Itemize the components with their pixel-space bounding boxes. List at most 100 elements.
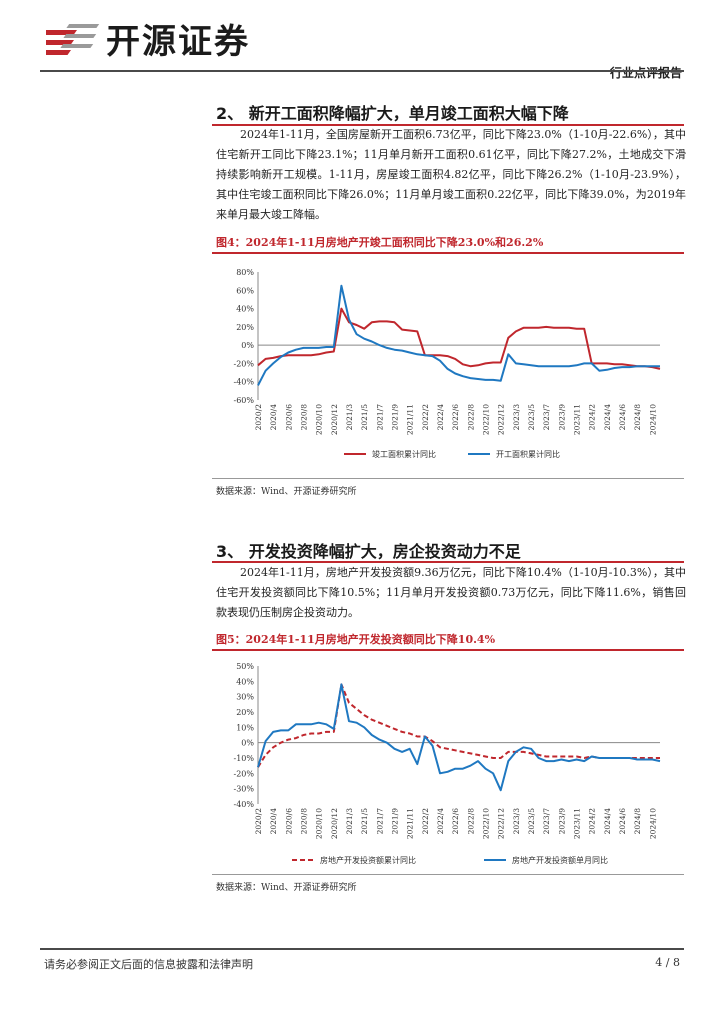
x-tick-label: 2021/9 bbox=[391, 808, 400, 835]
figure-bottom-rule-4 bbox=[212, 478, 684, 479]
x-tick-label: 2023/5 bbox=[527, 404, 536, 431]
x-tick-label: 2024/10 bbox=[648, 404, 657, 435]
series-line-1 bbox=[257, 683, 660, 768]
x-tick-label: 2021/3 bbox=[345, 404, 354, 431]
y-tick-label: 10% bbox=[236, 723, 254, 732]
y-tick-label: 20% bbox=[236, 708, 254, 717]
header-divider bbox=[40, 70, 684, 72]
paragraph-text: 2024年1-11月，全国房屋新开工面积6.73亿平，同比下降23.0%（1-1… bbox=[216, 128, 686, 221]
y-tick-label: 80% bbox=[236, 268, 254, 277]
x-tick-label: 2022/8 bbox=[466, 808, 475, 835]
x-tick-label: 2023/5 bbox=[527, 808, 536, 835]
y-tick-label: 40% bbox=[236, 305, 254, 314]
x-tick-label: 2020/6 bbox=[284, 404, 293, 431]
legend-label-1: 房地产开发投资额累计同比 bbox=[320, 855, 416, 865]
x-tick-label: 2020/2 bbox=[254, 808, 263, 835]
y-tick-label: -20% bbox=[234, 769, 255, 778]
figure-title-5: 图5：2024年1-11月房地产开发投资额同比下降10.4% bbox=[216, 633, 496, 646]
y-tick-label: -60% bbox=[234, 396, 255, 405]
x-tick-label: 2022/2 bbox=[421, 808, 430, 835]
figure-bottom-rule-5 bbox=[212, 874, 684, 875]
x-tick-label: 2024/6 bbox=[618, 808, 627, 835]
figure-top-rule-5 bbox=[212, 649, 684, 651]
x-tick-label: 2023/11 bbox=[573, 808, 582, 839]
legend-label-1: 竣工面积累计同比 bbox=[372, 449, 436, 459]
paragraph-text: 2024年1-11月，房地产开发投资额9.36万亿元，同比下降10.4%（1-1… bbox=[216, 566, 686, 619]
brand-name: 开源证券 bbox=[106, 22, 250, 62]
x-tick-label: 2022/10 bbox=[482, 404, 491, 435]
x-tick-label: 2022/2 bbox=[421, 404, 430, 431]
figure-source-5: 数据来源：Wind、开源证券研究所 bbox=[216, 883, 357, 893]
x-tick-label: 2022/10 bbox=[482, 808, 491, 839]
section-title-2: 2、 新开工面积降幅扩大，单月竣工面积大幅下降 bbox=[216, 104, 569, 123]
y-tick-label: 30% bbox=[236, 693, 254, 702]
series-line-1 bbox=[257, 307, 661, 370]
section-divider-2 bbox=[212, 124, 684, 126]
x-tick-label: 2021/9 bbox=[391, 404, 400, 431]
y-tick-label: -20% bbox=[234, 359, 255, 368]
x-tick-label: 2024/8 bbox=[633, 808, 642, 835]
legend-label-2: 房地产开发投资额单月同比 bbox=[512, 855, 608, 865]
figure-title-4: 图4：2024年1-11月房地产开竣工面积同比下降23.0%和26.2% bbox=[216, 236, 544, 249]
x-tick-label: 2023/3 bbox=[512, 404, 521, 431]
x-tick-label: 2021/11 bbox=[406, 404, 415, 435]
series-line-2 bbox=[257, 683, 661, 792]
x-tick-label: 2020/8 bbox=[300, 808, 309, 835]
figure-source-4: 数据来源：Wind、开源证券研究所 bbox=[216, 487, 357, 497]
x-tick-label: 2024/2 bbox=[588, 404, 597, 431]
footer-disclaimer: 请务必参阅正文后面的信息披露和法律声明 bbox=[44, 958, 253, 971]
x-tick-label: 2023/9 bbox=[557, 808, 566, 835]
y-tick-label: 0% bbox=[241, 739, 254, 748]
x-tick-label: 2021/7 bbox=[375, 404, 384, 431]
x-tick-label: 2024/6 bbox=[618, 404, 627, 431]
x-tick-label: 2023/7 bbox=[542, 808, 551, 835]
y-tick-label: -10% bbox=[234, 754, 255, 763]
x-tick-label: 2022/6 bbox=[451, 808, 460, 835]
x-tick-label: 2024/8 bbox=[633, 404, 642, 431]
footer-divider bbox=[40, 948, 684, 950]
page-number: 4 / 8 bbox=[655, 956, 680, 969]
x-tick-label: 2022/8 bbox=[466, 404, 475, 431]
y-tick-label: -40% bbox=[234, 800, 255, 809]
x-tick-label: 2020/12 bbox=[330, 404, 339, 435]
x-tick-label: 2020/2 bbox=[254, 404, 263, 431]
x-tick-label: 2022/12 bbox=[497, 808, 506, 839]
y-tick-label: 40% bbox=[236, 677, 254, 686]
x-tick-label: 2020/4 bbox=[269, 404, 278, 431]
section-paragraph-3: 2024年1-11月，房地产开发投资额9.36万亿元，同比下降10.4%（1-1… bbox=[216, 563, 686, 623]
y-tick-label: 60% bbox=[236, 286, 254, 295]
figure-top-rule-4 bbox=[212, 252, 684, 254]
x-tick-label: 2022/4 bbox=[436, 808, 445, 835]
y-tick-label: 20% bbox=[236, 323, 254, 332]
section-paragraph-2: 2024年1-11月，全国房屋新开工面积6.73亿平，同比下降23.0%（1-1… bbox=[216, 125, 686, 225]
chart-investment: 50% 40% 30% 20% 10% 0% -10% -20% -30% -40%2020/2 2… bbox=[234, 662, 661, 865]
x-tick-label: 2023/11 bbox=[573, 404, 582, 435]
legend-label-2: 开工面积累计同比 bbox=[496, 449, 560, 459]
x-tick-label: 2023/9 bbox=[557, 404, 566, 431]
x-tick-label: 2021/5 bbox=[360, 404, 369, 431]
chart-completion-start-area: 80% 60% 40% 20% 0% -20% -40% -60%2020/2 2020/4 20… bbox=[234, 268, 661, 459]
section-divider-3 bbox=[212, 561, 684, 563]
section-title-3: 3、 开发投资降幅扩大，房企投资动力不足 bbox=[216, 542, 521, 561]
x-tick-label: 2020/8 bbox=[300, 404, 309, 431]
x-tick-label: 2020/6 bbox=[284, 808, 293, 835]
x-tick-label: 2020/4 bbox=[269, 808, 278, 835]
x-tick-label: 2024/10 bbox=[648, 808, 657, 839]
y-tick-label: -30% bbox=[234, 785, 255, 794]
x-tick-label: 2023/7 bbox=[542, 404, 551, 431]
report-type-label: 行业点评报告 bbox=[609, 66, 682, 80]
x-tick-label: 2023/3 bbox=[512, 808, 521, 835]
x-tick-label: 2021/5 bbox=[360, 808, 369, 835]
x-tick-label: 2022/12 bbox=[497, 404, 506, 435]
x-tick-label: 2021/7 bbox=[375, 808, 384, 835]
brand-logo-icon bbox=[46, 24, 100, 55]
x-tick-label: 2020/10 bbox=[315, 404, 324, 435]
x-tick-label: 2021/11 bbox=[406, 808, 415, 839]
x-tick-label: 2022/4 bbox=[436, 404, 445, 431]
y-tick-label: -40% bbox=[234, 378, 255, 387]
x-tick-label: 2024/4 bbox=[603, 404, 612, 431]
x-tick-label: 2020/12 bbox=[330, 808, 339, 839]
x-tick-label: 2021/3 bbox=[345, 808, 354, 835]
series-line-2 bbox=[257, 284, 660, 386]
y-tick-label: 50% bbox=[236, 662, 254, 671]
